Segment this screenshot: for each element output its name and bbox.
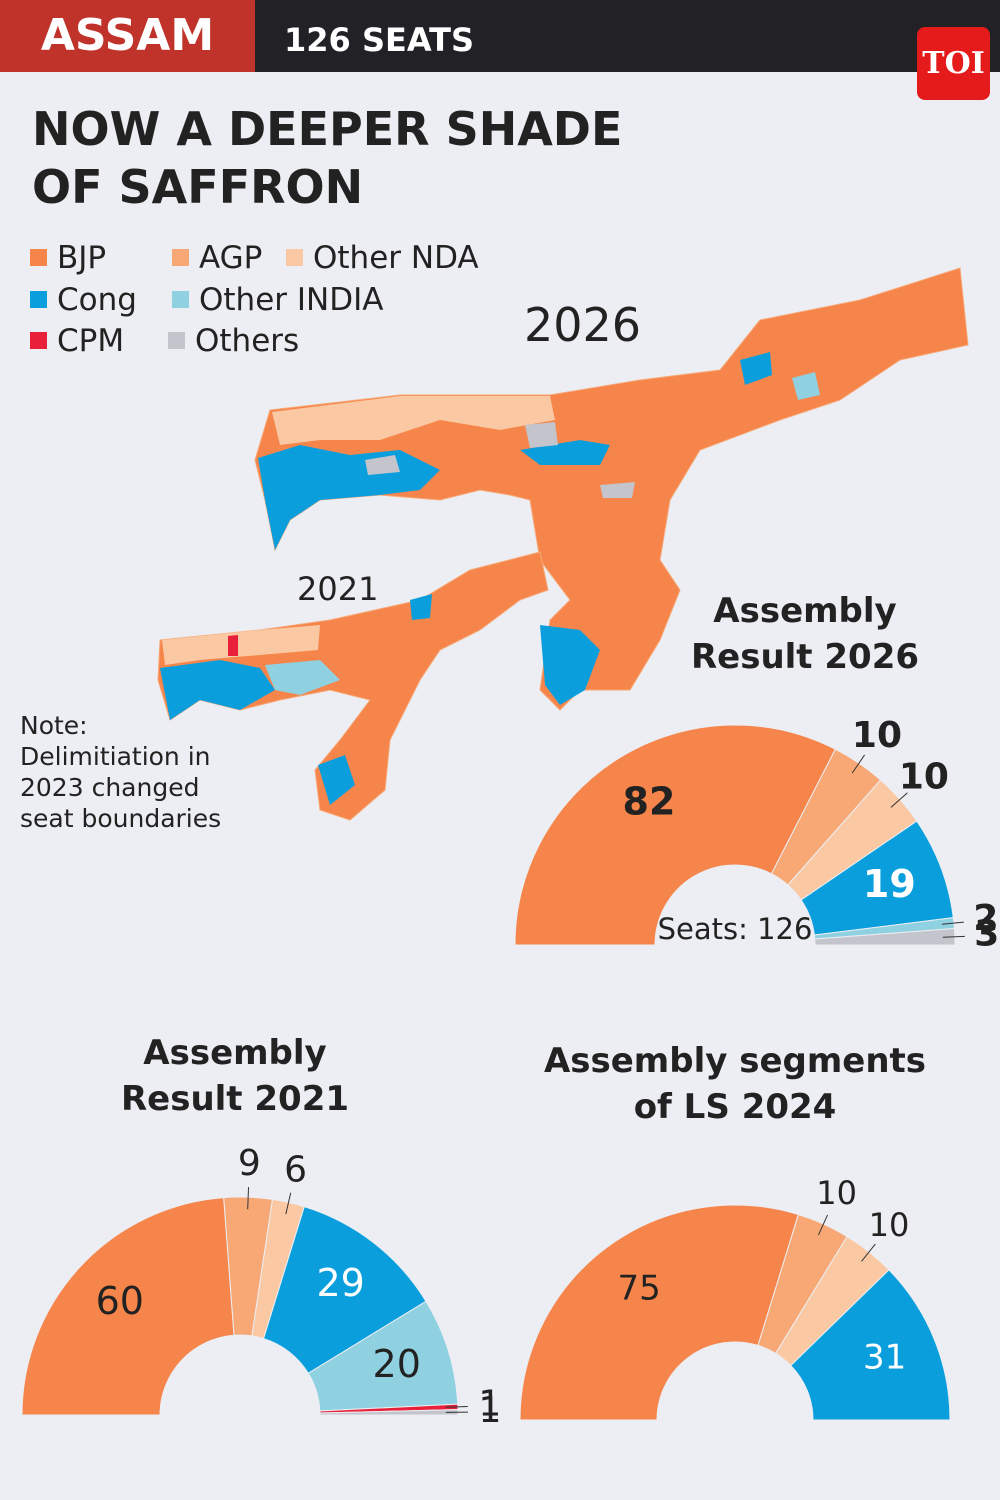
value-label: 75 bbox=[617, 1269, 660, 1309]
value-label: 10 bbox=[816, 1174, 857, 1212]
value-label: 19 bbox=[863, 862, 916, 906]
leader-line bbox=[890, 792, 908, 808]
map-label: 2026 bbox=[524, 298, 642, 352]
leader-line bbox=[445, 1405, 468, 1408]
seat-count: 126 SEATS bbox=[284, 21, 474, 59]
value-label: 10 bbox=[899, 756, 949, 797]
value-label: 2 bbox=[973, 898, 998, 939]
leader-line bbox=[247, 1187, 250, 1210]
value-label: 9 bbox=[238, 1143, 261, 1184]
legend-label: BJP bbox=[57, 240, 107, 276]
legend-item: BJP bbox=[30, 240, 106, 276]
legend-label: AGP bbox=[199, 240, 263, 276]
state-name: ASSAM bbox=[0, 0, 255, 72]
legend-item: AGP bbox=[172, 240, 262, 276]
value-label: 20 bbox=[373, 1342, 421, 1386]
segment bbox=[514, 724, 837, 946]
legend-item: Other INDIA bbox=[172, 282, 383, 318]
legend-swatch bbox=[30, 249, 47, 266]
chart-title: Assembly segments of LS 2024 bbox=[543, 1041, 927, 1127]
value-label: 10 bbox=[852, 715, 902, 756]
leader-line bbox=[942, 935, 965, 938]
segment bbox=[519, 1204, 799, 1421]
value-label: 82 bbox=[623, 780, 676, 824]
legend-item: CPM bbox=[30, 323, 124, 359]
legend-label: Other INDIA bbox=[199, 282, 384, 318]
segment bbox=[319, 1409, 459, 1416]
legend-swatch bbox=[168, 332, 185, 349]
note-text: Delimitiation in 2023 changed seat bound… bbox=[20, 742, 222, 833]
legend-item: Cong bbox=[30, 282, 137, 318]
legend-label: Others bbox=[195, 323, 300, 359]
note-label: Note: bbox=[20, 711, 88, 740]
leader-line bbox=[285, 1192, 292, 1215]
value-label: 6 bbox=[284, 1149, 307, 1190]
segment bbox=[21, 1197, 235, 1416]
legend-item: Others bbox=[168, 323, 299, 359]
value-label: 29 bbox=[316, 1261, 364, 1305]
segment bbox=[262, 1206, 427, 1374]
legend-swatch bbox=[172, 249, 189, 266]
logo: TOI bbox=[917, 27, 990, 100]
leader-line bbox=[941, 921, 964, 925]
segment bbox=[790, 1269, 951, 1421]
legend-item: Other NDA bbox=[286, 240, 479, 276]
legend-swatch bbox=[30, 332, 47, 349]
value-label: 60 bbox=[96, 1279, 144, 1323]
legend-swatch bbox=[30, 291, 47, 308]
legend-swatch bbox=[286, 249, 303, 266]
legend-swatch bbox=[172, 291, 189, 308]
leader-line bbox=[861, 1243, 876, 1262]
map-2026 bbox=[254, 267, 969, 711]
leader-line bbox=[851, 754, 865, 774]
legend-label: CPM bbox=[57, 323, 125, 359]
chart-title: Assembly Result 2021 bbox=[120, 1033, 350, 1119]
note: Note: Delimitiation in 2023 changed seat … bbox=[20, 710, 250, 834]
value-label: 3 bbox=[974, 914, 999, 955]
value-label: 31 bbox=[863, 1338, 906, 1378]
leader-line bbox=[818, 1214, 828, 1236]
title: NOW A DEEPER SHADE OF SAFFRON bbox=[32, 102, 623, 214]
legend-label: Other NDA bbox=[313, 240, 479, 276]
value-label: 1 bbox=[479, 1390, 502, 1431]
map-label: 2021 bbox=[297, 570, 379, 608]
legend-label: Cong bbox=[57, 282, 137, 318]
chart-title: Assembly Result 2026 bbox=[690, 591, 920, 677]
center-label: Seats: 126 bbox=[658, 912, 813, 946]
value-label: 1 bbox=[478, 1384, 501, 1425]
segment bbox=[814, 928, 956, 946]
map-2021 bbox=[157, 551, 549, 821]
value-label: 10 bbox=[869, 1206, 910, 1244]
